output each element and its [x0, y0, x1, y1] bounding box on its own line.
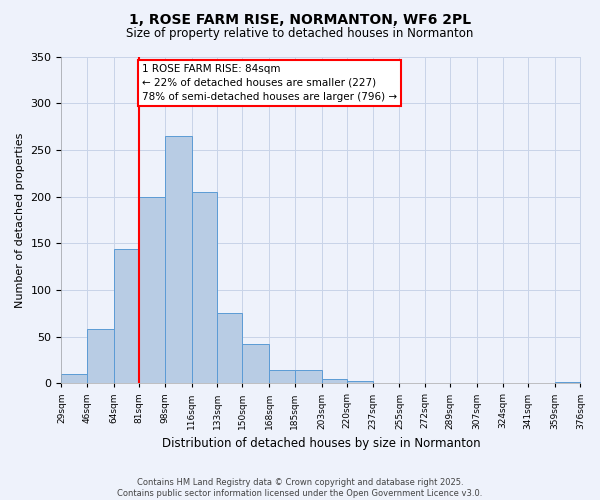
Bar	[217, 313, 242, 384]
Bar	[322, 378, 347, 384]
Bar	[295, 370, 322, 384]
Y-axis label: Number of detached properties: Number of detached properties	[15, 132, 25, 308]
Bar	[269, 370, 295, 384]
Bar	[242, 344, 269, 384]
X-axis label: Distribution of detached houses by size in Normanton: Distribution of detached houses by size …	[161, 437, 480, 450]
Bar	[87, 329, 114, 384]
Bar	[114, 249, 139, 384]
Bar	[347, 382, 373, 384]
Bar	[191, 192, 217, 384]
Text: Size of property relative to detached houses in Normanton: Size of property relative to detached ho…	[127, 28, 473, 40]
Text: Contains HM Land Registry data © Crown copyright and database right 2025.
Contai: Contains HM Land Registry data © Crown c…	[118, 478, 482, 498]
Text: 1 ROSE FARM RISE: 84sqm
← 22% of detached houses are smaller (227)
78% of semi-d: 1 ROSE FARM RISE: 84sqm ← 22% of detache…	[142, 64, 397, 102]
Bar	[555, 382, 580, 384]
Bar	[164, 136, 191, 384]
Text: 1, ROSE FARM RISE, NORMANTON, WF6 2PL: 1, ROSE FARM RISE, NORMANTON, WF6 2PL	[129, 12, 471, 26]
Bar	[139, 196, 164, 384]
Bar	[61, 374, 87, 384]
